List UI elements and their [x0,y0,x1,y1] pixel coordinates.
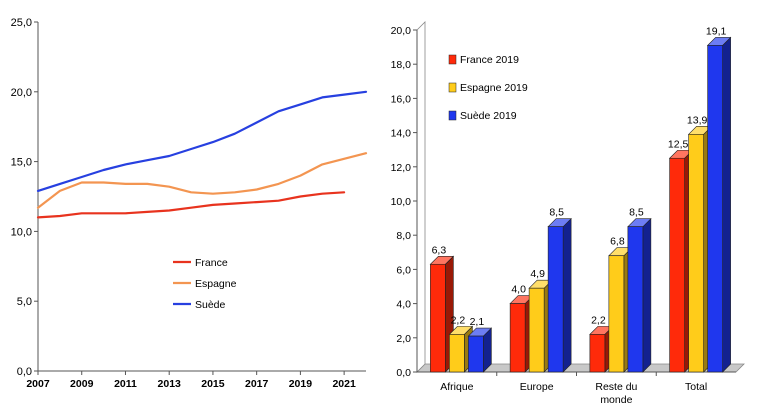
bar [528,287,545,373]
x-tick-label: 2011 [114,378,137,390]
y-tick-label: 15,0 [11,157,32,169]
bar [707,45,723,373]
y-tick-label: 20,0 [391,25,412,37]
y-tick-label: 10,0 [11,226,32,238]
bar-value-label: 6,3 [432,244,447,256]
bar-chart: 0,0 2,0 4,0 6,0 8,0 10,0 12,0 14,0 16,0 18,0 20,0 6… [391,21,745,406]
x-category-label-line: Total [685,381,707,393]
x-tick-label: 2021 [332,378,356,390]
y-tick-label: 2,0 [396,333,411,345]
bar [669,157,685,373]
bar [449,334,465,373]
bar-value-label: 4,9 [530,268,545,280]
x-category-label-line: Reste du [595,381,637,393]
bar [627,226,644,373]
bar-side [562,217,572,373]
legend-swatch [448,54,457,65]
bar-value-label: 2,2 [451,314,466,326]
bar [547,226,564,373]
bar [589,334,606,373]
legend-label: Suède [195,299,226,311]
y-tick-label: 5,0 [17,296,32,308]
x-tick-label: 2007 [26,378,50,390]
bar-value-label: 2,2 [591,314,606,326]
x-category-label-line: monde [600,394,632,406]
chart-side-wall [416,21,426,373]
bar [430,263,446,373]
x-category-label: Total [685,381,707,393]
y-tick-label: 18,0 [391,59,412,71]
y-tick-label: 14,0 [391,128,412,140]
bar-value-label: 13,9 [687,114,708,126]
bar-value-label: 2,1 [470,316,485,328]
legend-label: Espagne [195,278,237,290]
bar [688,134,704,373]
legend-swatch [448,110,457,121]
bar [468,335,484,373]
y-tick-label: 6,0 [396,264,411,276]
bar-value-label: 19,1 [706,25,727,37]
bar-value-label: 8,5 [549,207,564,219]
x-tick-label: 2009 [70,378,94,390]
bar-value-label: 6,8 [610,236,625,248]
y-tick-label: 12,0 [391,162,412,174]
series-line [36,152,368,209]
y-tick-label: 8,0 [396,230,411,242]
bar [509,303,526,373]
x-category-label: Afrique [440,381,473,393]
bar-value-label: 12,5 [668,138,689,150]
y-tick-label: 4,0 [396,299,411,311]
x-category-label-line: Europe [520,381,554,393]
bar-side [722,36,731,373]
legend-swatch [448,82,457,93]
bar-value-label: 8,5 [629,207,644,219]
y-tick-label: 20,0 [11,87,32,99]
series-line [36,90,368,192]
y-tick-label: 0,0 [17,366,32,378]
series-line [36,191,346,219]
y-tick-label: 10,0 [391,196,412,208]
x-category-label: Reste du monde [595,381,637,406]
y-tick-label: 25,0 [11,17,32,29]
x-tick-label: 2013 [158,378,182,390]
x-category-label: Europe [520,381,554,393]
x-tick-label: 2015 [201,378,225,390]
bar-side [642,217,652,373]
legend-label: Suède 2019 [460,110,517,122]
y-tick-label: 0,0 [396,367,411,379]
bar-value-label: 4,0 [511,284,526,296]
x-tick-label: 2019 [289,378,313,390]
bar [608,255,625,373]
legend-label: France 2019 [460,54,519,66]
legend-label: France [195,257,228,269]
y-tick-label: 16,0 [391,93,412,105]
x-category-label-line: Afrique [440,381,473,393]
line-chart: 0,0 5,0 10,0 15,0 20,0 25,0 2007 2009 2011 2013 20… [11,17,368,390]
x-tick-label: 2017 [245,378,269,390]
legend-label: Espagne 2019 [460,82,528,94]
